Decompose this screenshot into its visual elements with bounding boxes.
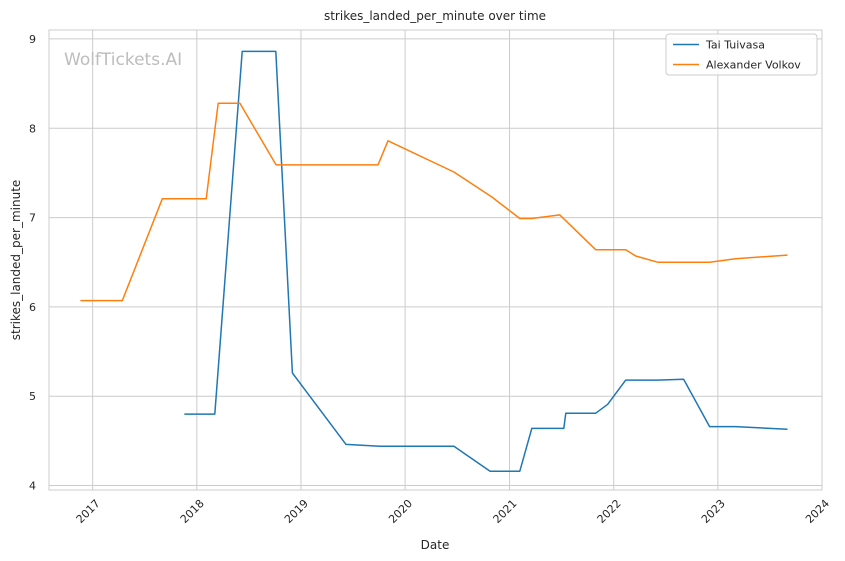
y-tick-label-5: 5: [29, 390, 36, 403]
y-axis-ticks: 4 5 6 7 8 9: [29, 33, 36, 493]
watermark: WolfTickets.AI: [64, 50, 182, 70]
x-tick-label-2017: 2017: [74, 497, 103, 526]
y-tick-label-9: 9: [29, 33, 36, 46]
series-layer: [80, 50, 788, 472]
legend-box: [665, 33, 818, 76]
legend-label-alexander-volkov: Alexander Volkov: [706, 59, 801, 72]
x-tick-label-2023: 2023: [699, 497, 728, 526]
y-tick-label-7: 7: [29, 212, 36, 225]
legend-label-tai-tuivasa: Tai Tuivasa: [705, 39, 765, 52]
x-tick-label-2019: 2019: [282, 497, 311, 526]
series-line-tai-tuivasa: [184, 50, 788, 472]
x-tick-label-2021: 2021: [491, 497, 520, 526]
x-tick-label-2024: 2024: [803, 497, 832, 526]
x-tick-label-2022: 2022: [595, 497, 624, 526]
x-axis-ticks: 2017 2018 2019 2020 2021 2022 2023 2024: [74, 497, 832, 526]
x-axis-label: Date: [421, 538, 450, 552]
x-tick-label-2018: 2018: [178, 497, 207, 526]
y-axis-label: strikes_landed_per_minute: [9, 180, 23, 341]
series-line-alexander-volkov: [80, 102, 788, 302]
y-tick-label-4: 4: [29, 480, 36, 493]
chart-title: strikes_landed_per_minute over time: [324, 9, 546, 23]
y-tick-label-8: 8: [29, 122, 36, 135]
y-tick-label-6: 6: [29, 301, 36, 314]
plot-frame: [48, 29, 823, 491]
legend: Tai Tuivasa Alexander Volkov: [665, 33, 818, 76]
x-tick-label-2020: 2020: [386, 497, 415, 526]
